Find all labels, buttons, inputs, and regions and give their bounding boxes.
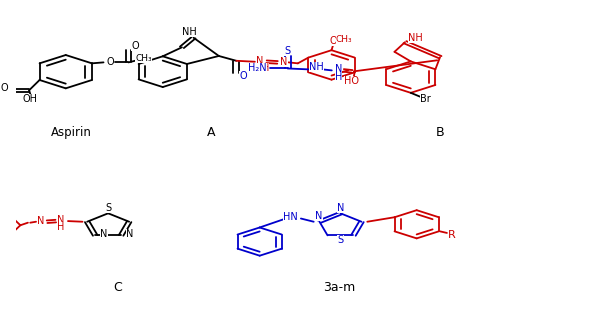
Text: OH: OH: [22, 94, 37, 104]
Text: CH₃: CH₃: [336, 36, 353, 44]
Text: N: N: [126, 230, 134, 239]
Text: N: N: [280, 57, 287, 67]
Text: N: N: [315, 211, 323, 221]
Text: B: B: [436, 126, 445, 139]
Text: O: O: [239, 71, 247, 81]
Text: NH: NH: [309, 62, 324, 72]
Text: NH: NH: [182, 27, 196, 37]
Text: HO: HO: [344, 76, 359, 86]
Text: 3a-m: 3a-m: [323, 281, 355, 294]
Text: N: N: [337, 202, 344, 213]
Text: A: A: [207, 126, 215, 139]
Text: H: H: [262, 63, 269, 72]
Text: O: O: [329, 36, 337, 46]
Text: CH₃: CH₃: [135, 54, 152, 63]
Text: N: N: [256, 56, 264, 66]
Text: O: O: [107, 57, 115, 67]
Text: S: S: [105, 202, 111, 213]
Text: S: S: [337, 235, 344, 245]
Text: H: H: [57, 222, 64, 232]
Text: N: N: [37, 216, 44, 226]
Text: H₂N: H₂N: [248, 64, 267, 73]
Text: O: O: [1, 83, 8, 93]
Text: O: O: [131, 41, 139, 52]
Text: S: S: [284, 47, 290, 56]
Text: N: N: [100, 230, 107, 239]
Text: H: H: [335, 72, 343, 82]
Text: C: C: [113, 281, 122, 294]
Text: HN: HN: [283, 212, 298, 222]
Text: NH: NH: [408, 33, 423, 43]
Text: Aspirin: Aspirin: [51, 126, 92, 139]
Text: R: R: [448, 230, 455, 240]
Text: N: N: [335, 65, 343, 74]
Text: N: N: [57, 215, 64, 225]
Text: Br: Br: [420, 94, 431, 104]
